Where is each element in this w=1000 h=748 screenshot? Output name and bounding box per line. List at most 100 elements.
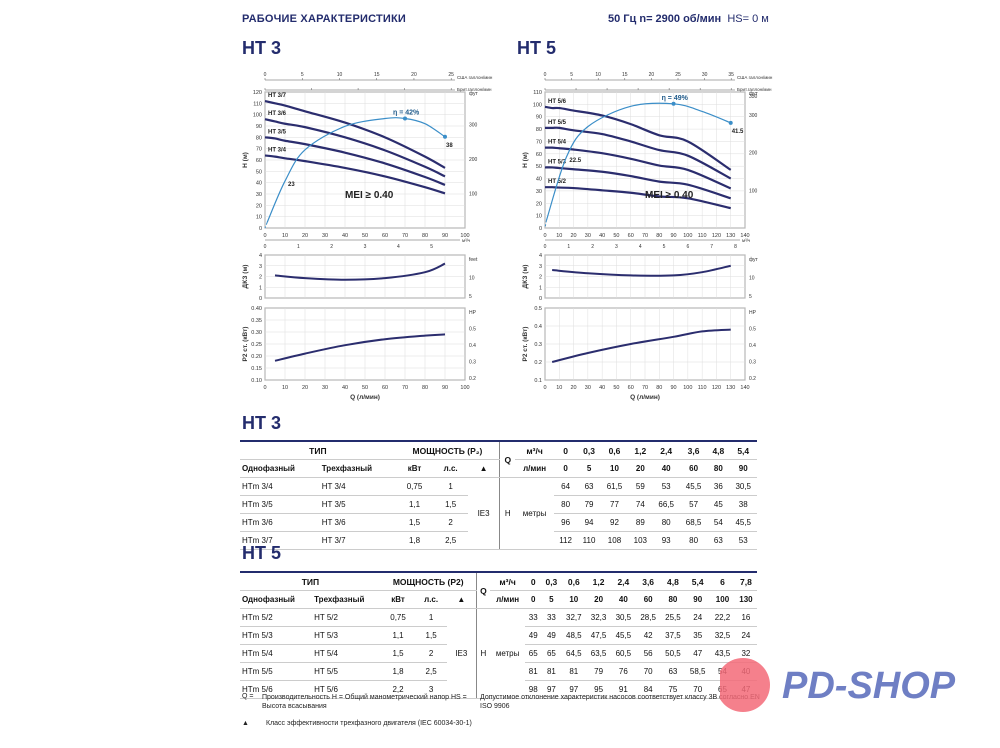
head-value: 96: [553, 513, 578, 532]
ht3-p2-ytick: 0.25: [251, 342, 262, 348]
ht3-head-ytick: 20: [256, 203, 262, 209]
ht5-head-m3h-tick: 2: [591, 244, 594, 250]
power-hp: 2: [415, 644, 447, 663]
q-lmin-value: 20: [628, 459, 653, 478]
single-phase-header: Однофазный: [240, 459, 320, 478]
head-value: 75: [660, 680, 686, 699]
ht5-head-curve: [544, 105, 732, 171]
ht5-head-curve: [544, 146, 732, 190]
ht3-head-ft-tick: 100: [469, 191, 478, 197]
table-row: HTm 3/6 HT 3/6 1,5 2 96 94 92 89 80 68,5 54 45,5: [240, 513, 757, 532]
three-phase-model: HT 5/6: [312, 680, 381, 699]
ht3-head-ft-tick: 200: [469, 157, 478, 163]
q-lmin-value: 40: [610, 590, 636, 609]
ht5-head-ytick: 70: [536, 139, 542, 145]
single-phase-model: HTm 5/3: [240, 626, 313, 645]
head-value: 38: [729, 495, 757, 514]
q-lmin-value: 0: [525, 590, 542, 609]
q-m3h-value: 0,6: [600, 440, 629, 460]
ht5-head-xtick: 0: [543, 233, 546, 239]
head-value: 92: [600, 513, 629, 532]
head-value: 25,5: [660, 608, 686, 627]
ht5-head-curve-label: HT 5/3: [548, 159, 567, 165]
power-hp: 2: [433, 513, 468, 532]
head-value: 108: [600, 531, 629, 550]
ht3-head-ytick: 0: [259, 226, 262, 232]
ht3-head-curve-label: HT 3/7: [268, 93, 287, 99]
ht3-head-efficiency-end-dot: [443, 134, 447, 139]
ht5-p2-xtick: 90: [671, 385, 677, 391]
three-phase-model: HT 3/5: [319, 495, 396, 514]
footnote-q: Q =: [242, 693, 254, 700]
q-lmin-value: 80: [707, 459, 730, 478]
ht3-p2-q-axis-label: Q (л/мин): [350, 394, 380, 401]
ht5-top-usa-label: 5: [570, 72, 573, 78]
ht5-head-xtick: 50: [613, 233, 619, 239]
head-value: 65: [541, 644, 562, 663]
ht5-head-xtick: 80: [656, 233, 662, 239]
suction-height: HS= 0 м: [727, 13, 769, 25]
ht5-head-efficiency-end-dot: [728, 120, 733, 125]
table-subheader-row: Однофазный Трехфазный кВт л.с. ▲ л/мин 0 5 10 20 4…: [240, 590, 757, 609]
footnote-definitions: Производительность H = Общий манометриче…: [262, 694, 467, 710]
single-phase-model: HTm 5/6: [240, 680, 313, 699]
ht5-head-ytick: 20: [536, 201, 542, 207]
power-hp: 1: [433, 477, 468, 496]
ht5-head-xtick: 90: [671, 233, 677, 239]
head-value: 68,5: [679, 513, 708, 532]
ht3-npsh-right-tick: feet: [469, 257, 478, 263]
ht5-p2-xtick: 10: [556, 385, 562, 391]
meters-label: метры: [490, 608, 526, 699]
head-value: 63: [577, 477, 601, 496]
ht3-head-m3h-tick: 4: [397, 244, 400, 250]
model-title-ht5: HT 5: [517, 38, 557, 58]
head-value: 48,5: [561, 626, 587, 645]
ht5-p2-ytick: 0.1: [534, 378, 542, 384]
head-value: 84: [635, 680, 661, 699]
head-value: 64,5: [561, 644, 587, 663]
kw-header: кВт: [395, 459, 434, 478]
ht5-p2-xtick: 0: [543, 385, 546, 391]
head-value: 61,5: [600, 477, 629, 496]
lmin-header: л/мин: [515, 459, 554, 478]
ht5-head-xtick: 70: [642, 233, 648, 239]
power-hp: 1: [415, 608, 447, 627]
ht3-p2-xtick: 30: [322, 385, 328, 391]
ht3-head-m3h-caption: м³/ч: [462, 238, 471, 243]
ht5-p2-right-tick: HP: [749, 310, 757, 316]
head-value: 103: [628, 531, 653, 550]
head-value: 36: [707, 477, 730, 496]
table-row: HTm 5/3 HT 5/3 1,1 1,5 49 49 48,5 47,5 45,5 42 37,…: [240, 626, 757, 645]
head-value: 95: [586, 680, 611, 699]
ht3-head-ytick: 40: [256, 181, 262, 187]
ht3-npsh-ytick: 3: [259, 264, 262, 270]
q-m3h-value: 2,4: [610, 571, 636, 591]
ht5-head-m3h-tick: 0: [544, 244, 547, 250]
head-value: 79: [586, 662, 611, 681]
ht5-head-curve: [545, 126, 732, 180]
three-phase-model: HT 5/5: [312, 662, 381, 681]
ie3-class: IE3: [467, 477, 500, 550]
ht3-head-xtick: 80: [422, 233, 428, 239]
q-lmin-value: 10: [600, 459, 629, 478]
ht3-p2-ytick: 0.40: [251, 306, 262, 312]
ht3-npsh-right-tick: 10: [469, 276, 475, 282]
ht5-head-ft-tick: 100: [749, 188, 758, 194]
head-value: 32,3: [586, 608, 611, 627]
table-row: HTm 5/4 HT 5/4 1,5 2 65 65 64,5 63,5 60,5 56 50,5 4…: [240, 644, 757, 663]
power-kw: 2,2: [380, 680, 416, 699]
ht5-p2-ytick: 0.3: [534, 342, 542, 348]
ht3-head-ytick: 10: [256, 215, 262, 221]
head-value: 24: [734, 626, 757, 645]
ht5-head-m3h-caption: м³/ч: [742, 238, 751, 243]
power-header: МОЩНОСТЬ (P2): [380, 571, 477, 591]
q-m3h-value: 0: [553, 440, 578, 460]
head-value: 110: [577, 531, 601, 550]
single-phase-model: HTm 5/4: [240, 644, 313, 663]
head-value: 81: [525, 662, 542, 681]
ht3-head-efficiency-tail: [264, 222, 268, 229]
ht3-p2-right-tick: 0.4: [469, 343, 476, 349]
ht3-p2-ytick: 0.30: [251, 330, 262, 336]
ht3-head-ft-caption: фут: [469, 91, 479, 97]
ht3-npsh-right-tick: 5: [469, 294, 472, 300]
